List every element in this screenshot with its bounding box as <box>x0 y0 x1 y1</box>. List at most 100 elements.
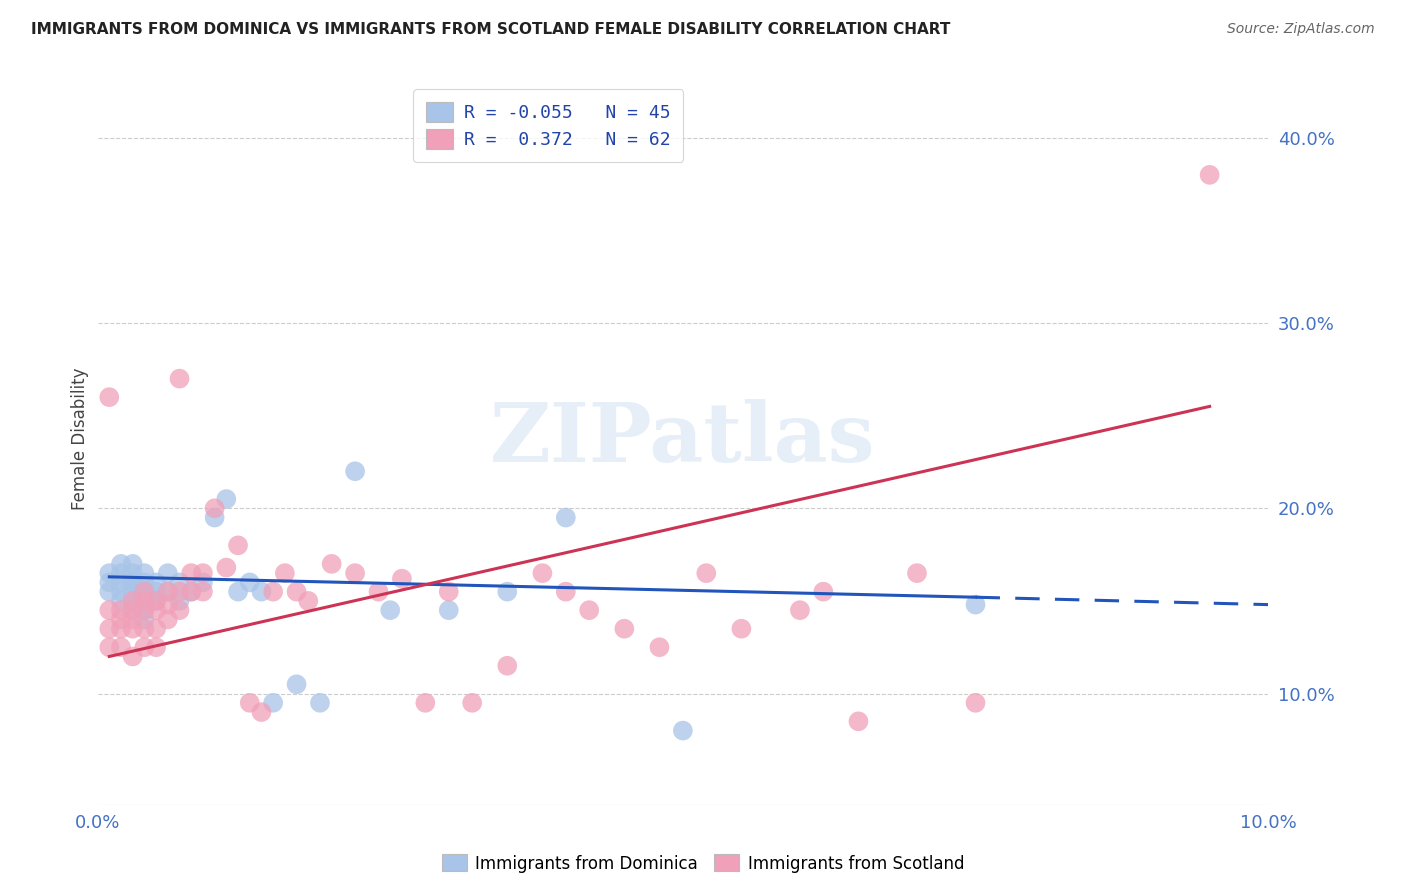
Point <box>145 640 167 655</box>
Point <box>145 594 167 608</box>
Point <box>121 594 143 608</box>
Point <box>496 658 519 673</box>
Point <box>110 603 132 617</box>
Point <box>180 584 202 599</box>
Point <box>578 603 600 617</box>
Point <box>134 603 156 617</box>
Point <box>156 612 179 626</box>
Point <box>965 598 987 612</box>
Point <box>121 584 143 599</box>
Point <box>905 566 928 581</box>
Point <box>121 612 143 626</box>
Point <box>309 696 332 710</box>
Point <box>321 557 343 571</box>
Point <box>531 566 554 581</box>
Point <box>145 584 167 599</box>
Point <box>145 594 167 608</box>
Point <box>98 575 121 590</box>
Point <box>274 566 297 581</box>
Point <box>554 510 576 524</box>
Point <box>145 622 167 636</box>
Point <box>380 603 402 617</box>
Point <box>848 714 870 729</box>
Point <box>415 696 437 710</box>
Point <box>121 575 143 590</box>
Point <box>121 566 143 581</box>
Point <box>180 566 202 581</box>
Point <box>156 584 179 599</box>
Point <box>437 584 460 599</box>
Point <box>239 575 262 590</box>
Point <box>672 723 695 738</box>
Point <box>98 584 121 599</box>
Point <box>367 584 389 599</box>
Point <box>134 566 156 581</box>
Point <box>169 371 191 385</box>
Point <box>226 584 249 599</box>
Point <box>134 575 156 590</box>
Point <box>215 560 238 574</box>
Point <box>98 566 121 581</box>
Point <box>204 501 226 516</box>
Point <box>110 566 132 581</box>
Point <box>110 594 132 608</box>
Point <box>204 510 226 524</box>
Point <box>121 603 143 617</box>
Point <box>156 566 179 581</box>
Point <box>344 464 367 478</box>
Point <box>1198 168 1220 182</box>
Point <box>110 557 132 571</box>
Point <box>285 677 308 691</box>
Point <box>285 584 308 599</box>
Point <box>134 594 156 608</box>
Legend: Immigrants from Dominica, Immigrants from Scotland: Immigrants from Dominica, Immigrants fro… <box>434 847 972 880</box>
Point <box>134 584 156 599</box>
Point <box>134 594 156 608</box>
Point <box>250 705 273 719</box>
Text: Source: ZipAtlas.com: Source: ZipAtlas.com <box>1227 22 1375 37</box>
Point <box>965 696 987 710</box>
Point <box>239 696 262 710</box>
Point <box>134 622 156 636</box>
Point <box>134 612 156 626</box>
Point <box>461 696 484 710</box>
Point <box>813 584 835 599</box>
Point <box>191 584 214 599</box>
Point <box>121 557 143 571</box>
Point <box>110 584 132 599</box>
Point <box>191 575 214 590</box>
Text: ZIPatlas: ZIPatlas <box>491 399 876 479</box>
Y-axis label: Female Disability: Female Disability <box>72 368 89 510</box>
Point <box>145 603 167 617</box>
Point <box>169 603 191 617</box>
Point <box>648 640 671 655</box>
Point <box>121 575 143 590</box>
Point <box>121 649 143 664</box>
Point <box>496 584 519 599</box>
Point <box>134 640 156 655</box>
Point <box>613 622 636 636</box>
Point <box>344 566 367 581</box>
Point <box>169 584 191 599</box>
Point <box>110 622 132 636</box>
Text: IMMIGRANTS FROM DOMINICA VS IMMIGRANTS FROM SCOTLAND FEMALE DISABILITY CORRELATI: IMMIGRANTS FROM DOMINICA VS IMMIGRANTS F… <box>31 22 950 37</box>
Point <box>134 584 156 599</box>
Point <box>215 491 238 506</box>
Point <box>121 622 143 636</box>
Point <box>226 538 249 552</box>
Point <box>262 584 284 599</box>
Point <box>391 572 413 586</box>
Point <box>121 594 143 608</box>
Point <box>110 640 132 655</box>
Point <box>262 696 284 710</box>
Point <box>250 584 273 599</box>
Legend: R = -0.055   N = 45, R =  0.372   N = 62: R = -0.055 N = 45, R = 0.372 N = 62 <box>413 89 683 161</box>
Point <box>110 612 132 626</box>
Point <box>180 584 202 599</box>
Point <box>98 603 121 617</box>
Point <box>554 584 576 599</box>
Point <box>98 622 121 636</box>
Point <box>156 598 179 612</box>
Point <box>145 575 167 590</box>
Point <box>98 390 121 404</box>
